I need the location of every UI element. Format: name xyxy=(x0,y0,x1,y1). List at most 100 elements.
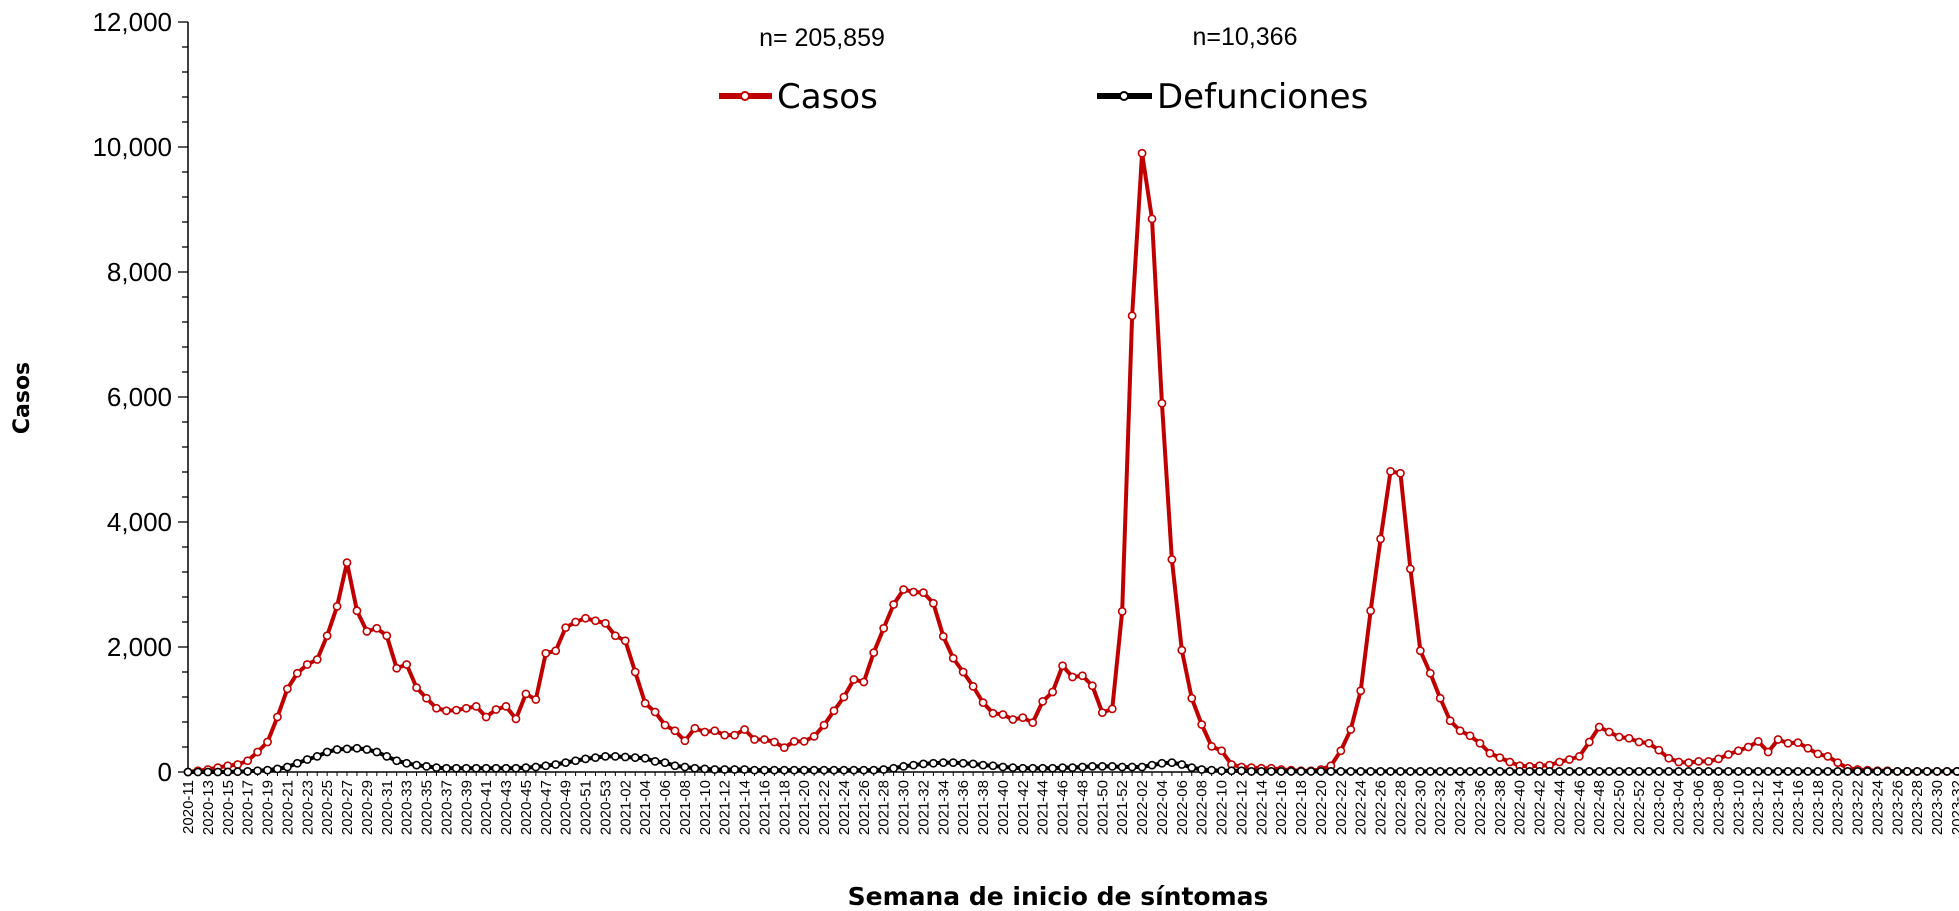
data-point-defunciones xyxy=(1455,766,1465,776)
x-tick-label: 2022-14 xyxy=(1253,780,1270,835)
data-point-defunciones xyxy=(1058,763,1067,773)
data-point-casos xyxy=(1197,720,1207,729)
data-point-defunciones xyxy=(1763,766,1773,776)
data-point-defunciones xyxy=(591,753,600,763)
y-tick-label: 10,000 xyxy=(92,132,172,162)
x-tick-label: 2023-14 xyxy=(1770,780,1787,835)
data-point-defunciones xyxy=(1396,766,1405,776)
series-casos xyxy=(183,148,1959,777)
data-point-defunciones xyxy=(998,762,1008,772)
data-point-defunciones xyxy=(1346,766,1356,776)
data-point-defunciones xyxy=(1177,760,1187,769)
data-point-defunciones xyxy=(1743,766,1753,776)
data-point-defunciones xyxy=(1147,760,1157,770)
data-point-casos xyxy=(1406,564,1415,574)
y-tick-label: 0 xyxy=(158,757,172,787)
data-point-casos xyxy=(1187,693,1197,703)
data-point-defunciones xyxy=(342,744,352,754)
data-point-defunciones xyxy=(1008,763,1018,773)
x-tick-label: 2022-18 xyxy=(1293,780,1310,835)
data-point-defunciones xyxy=(1753,766,1763,776)
x-tick-label: 2022-22 xyxy=(1333,780,1350,835)
data-point-casos xyxy=(422,693,431,703)
data-point-defunciones xyxy=(1684,766,1694,776)
data-point-casos xyxy=(481,712,491,722)
data-point-defunciones xyxy=(829,765,839,775)
data-point-casos xyxy=(1445,716,1455,726)
data-point-casos xyxy=(1584,737,1594,747)
data-point-casos xyxy=(760,735,769,744)
data-point-casos xyxy=(1704,756,1713,766)
data-point-defunciones xyxy=(690,763,700,773)
x-tick-label: 2022-42 xyxy=(1532,780,1549,835)
data-point-defunciones xyxy=(561,758,571,768)
data-point-defunciones xyxy=(501,763,511,773)
data-point-defunciones xyxy=(1873,766,1882,776)
data-point-defunciones xyxy=(1406,766,1415,776)
data-point-defunciones xyxy=(1157,758,1167,768)
data-point-defunciones xyxy=(1107,761,1117,771)
data-point-casos xyxy=(273,712,282,722)
data-point-defunciones xyxy=(1932,766,1942,776)
data-point-casos xyxy=(1376,534,1385,544)
data-point-defunciones xyxy=(193,767,203,777)
data-point-defunciones xyxy=(710,765,720,774)
data-point-defunciones xyxy=(531,762,541,772)
x-tick-label: 2022-34 xyxy=(1452,780,1469,835)
data-point-defunciones xyxy=(1654,766,1664,776)
data-point-defunciones xyxy=(441,763,451,773)
data-point-defunciones xyxy=(481,763,491,773)
data-point-casos xyxy=(1117,606,1127,616)
data-point-defunciones xyxy=(1565,766,1574,776)
data-point-casos xyxy=(1167,555,1177,564)
data-point-defunciones xyxy=(1415,766,1425,776)
data-point-defunciones xyxy=(1296,766,1306,776)
data-point-defunciones xyxy=(1425,766,1435,776)
data-point-casos xyxy=(1028,718,1038,728)
x-tick-label: 2023-10 xyxy=(1730,780,1747,835)
data-point-defunciones xyxy=(839,765,849,775)
data-point-casos xyxy=(591,616,600,626)
data-point-casos xyxy=(1415,646,1425,656)
data-point-defunciones xyxy=(511,763,521,773)
x-tick-label: 2023-22 xyxy=(1850,780,1867,835)
data-point-defunciones xyxy=(1087,761,1097,771)
data-point-casos xyxy=(670,726,680,736)
data-point-defunciones xyxy=(1038,763,1048,773)
x-tick-label: 2022-26 xyxy=(1373,780,1390,835)
x-tick-label: 2021-32 xyxy=(915,780,932,835)
data-point-casos xyxy=(1475,738,1485,748)
data-point-defunciones xyxy=(432,763,441,773)
data-point-casos xyxy=(412,683,421,693)
data-point-defunciones xyxy=(799,765,809,775)
data-point-casos xyxy=(451,705,461,715)
data-point-casos xyxy=(710,726,720,736)
data-point-casos xyxy=(620,636,630,646)
data-point-defunciones xyxy=(253,766,262,776)
data-point-defunciones xyxy=(312,751,322,761)
x-tick-label: 2022-50 xyxy=(1611,780,1628,835)
data-point-casos xyxy=(551,646,561,656)
data-point-casos xyxy=(1505,757,1515,767)
x-tick-label: 2020-43 xyxy=(498,780,515,835)
x-tick-label: 2020-47 xyxy=(538,780,555,835)
data-point-defunciones xyxy=(1117,762,1127,772)
data-point-defunciones xyxy=(1853,766,1863,776)
data-point-defunciones xyxy=(1018,763,1028,773)
data-point-casos xyxy=(1018,713,1028,723)
x-tick-label: 2020-11 xyxy=(180,780,197,834)
data-point-defunciones xyxy=(819,765,829,775)
data-point-defunciones xyxy=(1674,766,1684,776)
data-point-casos xyxy=(1714,754,1723,764)
x-tick-label: 2021-36 xyxy=(955,780,972,835)
data-point-defunciones xyxy=(1187,763,1197,773)
data-point-defunciones xyxy=(203,767,213,777)
data-point-defunciones xyxy=(1306,766,1316,776)
data-point-defunciones xyxy=(1624,766,1634,776)
x-axis: 2020-11 2020-13 2020-15 2020-17 2020-19 2020-… xyxy=(180,771,1959,835)
data-point-defunciones xyxy=(670,761,680,771)
x-tick-label: 2021-30 xyxy=(896,780,913,835)
data-point-defunciones xyxy=(1167,758,1177,768)
data-point-casos xyxy=(541,648,551,658)
data-point-defunciones xyxy=(948,758,958,768)
